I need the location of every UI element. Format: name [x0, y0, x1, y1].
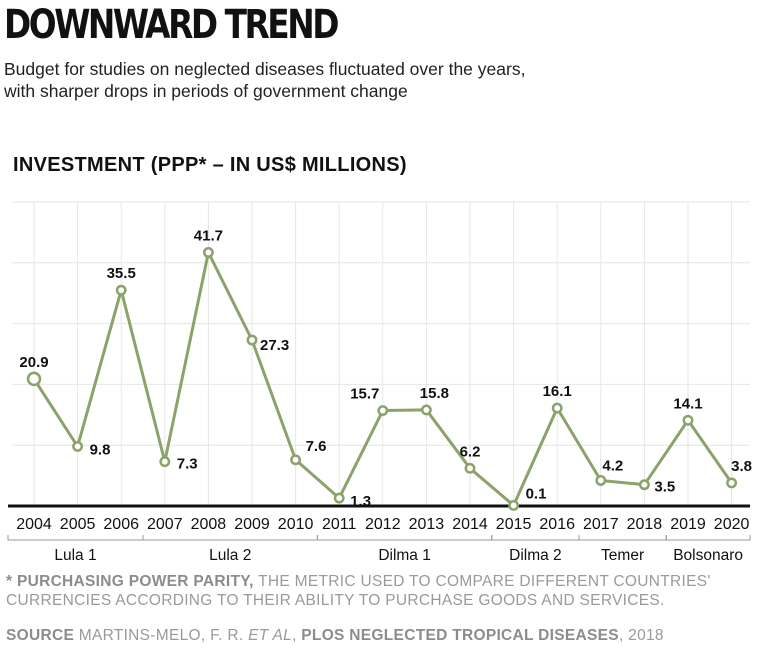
- chart-subtitle: Budget for studies on neglected diseases…: [4, 58, 525, 102]
- x-tick-label-2016: 2016: [539, 516, 575, 533]
- data-point-2015: [508, 499, 520, 511]
- data-label-2008: 41.7: [194, 227, 223, 244]
- x-tick-label-2007: 2007: [147, 516, 183, 533]
- data-label-2016: 16.1: [543, 383, 572, 400]
- y-axis-label: INVESTMENT (PPP* – IN US$ MILLIONS): [13, 154, 407, 176]
- period-dilma-1-label: Dilma 1: [378, 547, 431, 564]
- x-tick-label-2015: 2015: [496, 516, 532, 533]
- source-year: , 2018: [618, 627, 664, 644]
- data-label-2006: 35.5: [107, 265, 136, 282]
- footnote-marker: * PURCHASING POWER PARITY,: [6, 573, 254, 590]
- x-tick-label-2014: 2014: [452, 516, 488, 533]
- x-tick-label-2011: 2011: [322, 516, 357, 533]
- data-point-2011: [333, 492, 345, 504]
- data-point-2007: [159, 456, 171, 468]
- x-tick-label-2006: 2006: [103, 516, 139, 533]
- period-dilma-2-bracket: [491, 535, 580, 541]
- data-label-2005: 9.8: [90, 441, 111, 458]
- data-point-2009: [246, 334, 258, 346]
- x-tick-label-2012: 2012: [365, 516, 401, 533]
- data-point-2020: [726, 477, 738, 489]
- data-point-2019: [682, 414, 694, 426]
- period-bolsonaro-label: Bolsonaro: [673, 547, 743, 564]
- data-label-2012: 15.7: [350, 386, 379, 403]
- x-tick-label-2019: 2019: [670, 516, 706, 533]
- data-point-2006: [115, 284, 127, 296]
- data-label-2018: 3.5: [654, 479, 675, 496]
- source-line: SOURCE MARTINS-MELO, F. R. ET AL, PLOS N…: [6, 627, 664, 645]
- x-tick-label-2005: 2005: [60, 516, 96, 533]
- data-label-2019: 14.1: [673, 395, 702, 412]
- data-point-2010: [290, 454, 302, 466]
- period-lula-1-label: Lula 1: [54, 547, 96, 564]
- x-tick-label-2004: 2004: [16, 516, 52, 533]
- chart-title: DOWNWARD TREND: [4, 2, 339, 48]
- x-tick-label-2013: 2013: [409, 516, 445, 533]
- x-tick-label-2009: 2009: [234, 516, 270, 533]
- subtitle-line-1: Budget for studies on neglected diseases…: [4, 59, 526, 79]
- period-lula-2-label: Lula 2: [209, 547, 251, 564]
- data-point-2017: [595, 475, 607, 486]
- data-label-2011: 1.3: [350, 493, 371, 510]
- data-point-2014: [464, 462, 476, 474]
- data-point-2004: [26, 371, 42, 387]
- footnote: * PURCHASING POWER PARITY, THE METRIC US…: [6, 572, 746, 610]
- data-point-2008: [202, 247, 214, 258]
- period-dilma-2-label: Dilma 2: [509, 547, 562, 564]
- period-temer-bracket: [578, 535, 667, 541]
- data-label-2017: 4.2: [602, 457, 623, 474]
- source-label: SOURCE: [6, 627, 75, 644]
- x-tick-label-2017: 2017: [583, 516, 619, 533]
- period-bolsonaro-bracket: [665, 535, 751, 541]
- period-dilma-1-bracket: [316, 535, 493, 541]
- source-separator: ,: [292, 627, 302, 644]
- data-label-2004: 20.9: [19, 354, 48, 371]
- data-point-2005: [72, 440, 84, 452]
- data-point-2012: [377, 405, 389, 416]
- line-chart: 20.9 9.8 35.5 7.3 41.7 27.3 7.6 1.3 15.7 15.8 6.2 0…: [7, 201, 752, 564]
- footnote-text: THE METRIC USED TO COMPARE DIFFERENT COU…: [6, 573, 711, 609]
- source-etal: ET AL: [248, 627, 293, 644]
- period-lula-1-bracket: [7, 535, 144, 541]
- data-point-2013: [420, 404, 432, 416]
- data-label-2009: 27.3: [260, 337, 289, 354]
- source-journal: PLOS NEGLECTED TROPICAL DISEASES: [301, 627, 619, 644]
- period-lula-2-bracket: [142, 535, 318, 541]
- data-label-2014: 6.2: [460, 443, 481, 460]
- source-authors: MARTINS-MELO, F. R.: [74, 627, 249, 644]
- data-point-2018: [638, 479, 650, 491]
- data-label-2015: 0.1: [526, 485, 547, 502]
- period-temer-label: Temer: [601, 547, 644, 564]
- data-label-2020: 3.8: [731, 458, 752, 475]
- x-tick-label-2018: 2018: [627, 516, 663, 533]
- data-label-2013: 15.8: [420, 385, 449, 402]
- x-tick-label-2010: 2010: [278, 516, 314, 533]
- subtitle-line-2: with sharper drops in periods of governm…: [4, 81, 408, 101]
- x-tick-label-2020: 2020: [714, 516, 750, 533]
- data-label-2007: 7.3: [177, 456, 198, 473]
- data-label-2010: 7.6: [306, 438, 327, 455]
- data-point-2016: [551, 402, 563, 414]
- x-tick-label-2008: 2008: [191, 516, 227, 533]
